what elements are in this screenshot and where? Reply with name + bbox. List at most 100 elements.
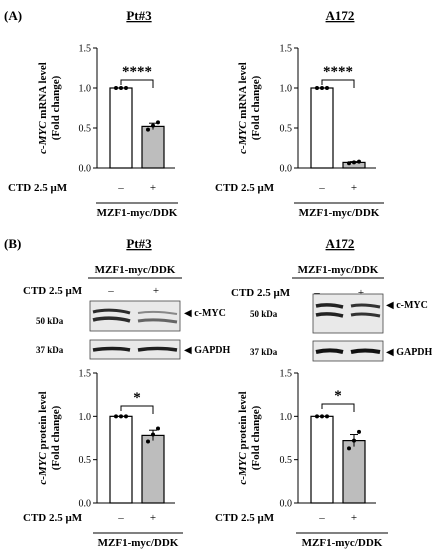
treatment-label: CTD 2.5 μM [8,182,68,194]
data-point [114,414,118,419]
x-tick-label: + [351,512,357,524]
blot-left-gapdh-label: ◀ GAPDH [184,345,231,356]
treatment-label: CTD 2.5 μM [215,182,275,194]
significance-marker: **** [122,64,152,80]
y-tick-label: 0.5 [79,455,92,466]
data-point [320,86,324,90]
chart-title: A172 [326,236,355,251]
x-tick-label: – [318,512,325,524]
data-point [124,86,128,90]
significance-marker: **** [323,64,353,80]
data-point [325,86,329,90]
treatment-label: CTD 2.5 μM [23,512,83,524]
data-point [114,86,118,90]
x-tick-label: + [150,512,156,524]
data-point [352,160,356,165]
data-point [357,159,361,164]
blot-right-gapdh [312,340,384,362]
y-tick-label: 0.0 [280,499,293,510]
y-axis-label-gene: c-MYC [237,121,249,154]
y-axis-label-measure: mRNA level [37,62,49,121]
significance-marker: * [133,390,141,406]
data-point [315,414,319,419]
data-point [320,414,324,419]
data-point [357,429,361,434]
y-tick-label: 0.0 [79,499,92,510]
y-tick-label: 1.5 [79,44,92,55]
y-tick-label: 1.5 [280,369,293,380]
significance-bracket [120,79,154,88]
bar-ctd [141,434,165,504]
blot-right-mw37: 37 kDa [250,347,278,357]
data-point [119,414,123,419]
significance-bracket [321,79,355,88]
x-tick-label: + [150,182,156,194]
blot-right-plus: + [358,287,364,299]
blot-right-myc-label: ◀ c-MYC [386,300,428,311]
y-tick-label: 1.5 [280,44,293,55]
bar-ctd [141,125,165,169]
mrna-chart-pt3: Pt#3 c-MYC mRNA level (Fold change) 0.0 0.5 1… [8,8,178,219]
y-axis-label-measure: mRNA level [237,62,249,121]
y-tick-label: 1.0 [79,412,92,423]
blot-right-treatment-label: CTD 2.5 μM [231,287,291,299]
data-point [156,426,160,431]
y-axis-label-measure: protein level [237,391,249,452]
chart-title: Pt#3 [126,8,152,23]
blot-left-myc [89,300,181,332]
data-point [146,127,150,132]
panel-b-label: (B) [4,236,21,251]
data-point [119,86,123,90]
y-tick-label: 0.5 [79,124,92,135]
bar-control [310,415,334,504]
data-point [347,446,351,451]
y-axis-label: c-MYC protein level [237,391,249,484]
blot-right-minus: – [313,287,320,299]
bar-control [109,87,133,169]
panel-a-label: (A) [4,8,22,23]
y-axis-label-gene: c-MYC [37,121,49,154]
protein-chart-a172: A172 c-MYC protein level (Fold change) 0.0 0… [215,236,388,549]
blot-left-mw37: 37 kDa [36,345,64,355]
blot-left-treatment-label: CTD 2.5 μM [23,285,83,297]
y-tick-label: 0.5 [280,124,293,135]
group-label: MZF1-myc/DDK [97,207,178,219]
group-label: MZF1-myc/DDK [299,207,380,219]
y-axis-label-unit: (Fold change) [50,405,62,470]
x-tick-label: – [117,512,124,524]
data-point [325,414,329,419]
blot-left-mw50: 50 kDa [36,316,64,326]
y-axis-label: c-MYC protein level [37,391,49,484]
bar-ctd [342,440,366,504]
blot-left-myc-label: ◀ c-MYC [184,308,226,319]
y-axis-label-unit: (Fold change) [250,405,262,470]
blot-right-mw50: 50 kDa [250,309,278,319]
y-axis-label-measure: protein level [37,391,49,452]
chart-title: Pt#3 [126,236,152,251]
y-tick-label: 1.0 [280,412,293,423]
chart-title: A172 [326,8,355,23]
bar-control [310,87,334,169]
y-tick-label: 0.0 [280,164,293,175]
blot-left-plus: + [153,285,159,297]
blot-left-gapdh [89,339,181,360]
mrna-chart-a172: A172 c-MYC mRNA level (Fold change) 0.0 0.5 1… [215,8,384,219]
y-axis-label-unit: (Fold change) [50,75,62,140]
y-tick-label: 1.5 [79,369,92,380]
bar-control [109,415,133,504]
y-axis-label: c-MYC mRNA level [237,62,249,154]
x-tick-label: + [351,182,357,194]
y-tick-label: 1.0 [79,84,92,95]
blot-right-gapdh-label: ◀ GAPDH [386,347,432,358]
y-axis-label-gene: c-MYC [37,452,49,485]
group-label: MZF1-myc/DDK [302,537,383,549]
y-tick-label: 1.0 [280,84,293,95]
blot-left-minus: – [107,285,114,297]
y-axis-label-unit: (Fold change) [250,75,262,140]
data-point [151,432,155,437]
y-axis-label: c-MYC mRNA level [37,62,49,154]
y-tick-label: 0.5 [280,455,293,466]
x-tick-label: – [318,182,325,194]
data-point [151,123,155,128]
